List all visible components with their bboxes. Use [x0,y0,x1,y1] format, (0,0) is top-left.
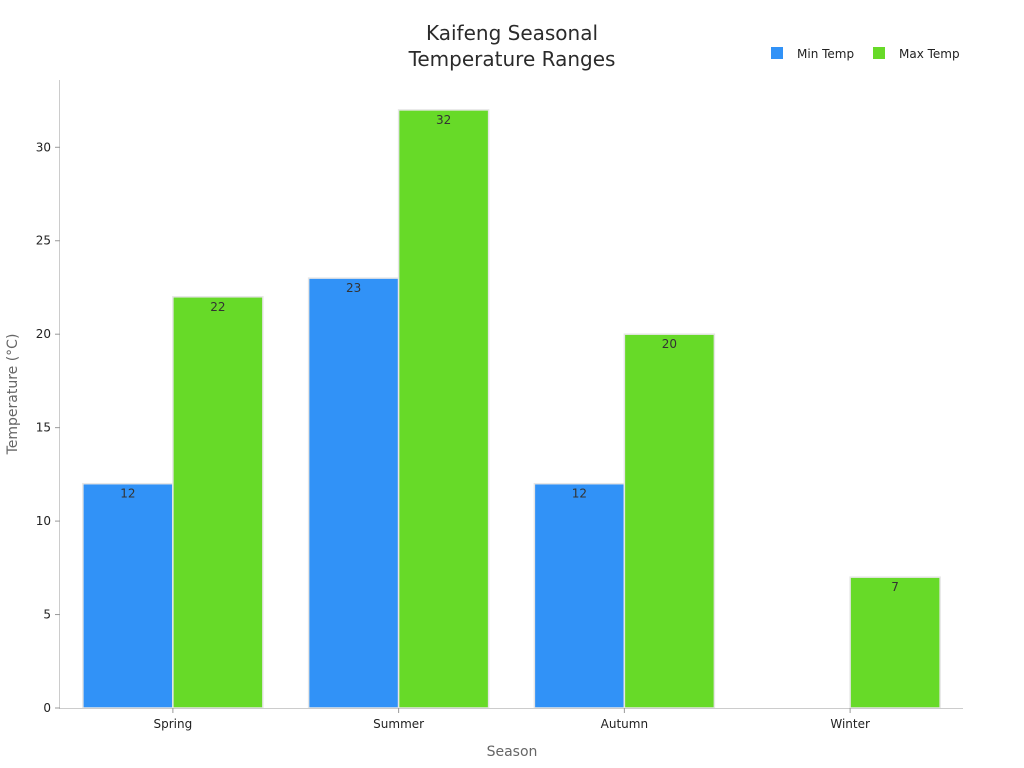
chart-title-line-2: Temperature Ranges [408,47,616,71]
bar-spring-max-temp [172,296,264,709]
y-tick-label: 5 [43,608,51,622]
bar-summer-max-temp [397,109,490,709]
x-axis-title: Season [487,744,538,760]
bar-value-label: 32 [436,113,451,127]
x-tick-label: Winter [830,717,870,731]
legend-label-max-temp: Max Temp [899,47,960,61]
bar-summer-min-temp [307,277,400,709]
bar-value-label: 20 [662,337,677,351]
y-tick-label: 20 [36,327,51,341]
y-tick-label: 25 [36,234,51,248]
bars [82,109,941,709]
legend-label-min-temp: Min Temp [797,47,854,61]
y-tick-label: 30 [36,140,51,154]
x-tick-label: Autumn [601,717,648,731]
bar-value-label: 12 [572,487,587,501]
bar-value-label: 23 [346,281,361,295]
bar-autumn-min-temp [533,482,626,709]
x-tick-label: Summer [373,717,424,731]
legend-swatch-min-temp [771,47,783,59]
bar-value-label: 7 [891,580,899,594]
legend-swatch-max-temp [873,47,885,59]
bar-value-label: 12 [120,487,135,501]
chart-title-line-1: Kaifeng Seasonal [426,21,598,45]
y-axis-title: Temperature (°C) [5,334,21,456]
y-axis-ticks: 0 5 10 15 20 25 30 [36,140,60,715]
axes [59,80,963,709]
bar-value-label: 22 [210,300,225,314]
y-tick-label: 0 [43,701,51,715]
bar-value-labels: 12 22 23 32 12 20 7 [120,113,899,594]
bar-autumn-max-temp [623,333,716,709]
bar-winter-max-temp [849,576,941,709]
chart-title: Kaifeng Seasonal Temperature Ranges [408,21,616,71]
legend: Min Temp Max Temp [771,47,960,61]
y-tick-label: 15 [36,421,51,435]
bar-spring-min-temp [82,482,174,709]
y-tick-label: 10 [36,514,51,528]
x-axis-ticks: Spring Summer Autumn Winter [154,708,870,731]
x-tick-label: Spring [154,717,193,731]
